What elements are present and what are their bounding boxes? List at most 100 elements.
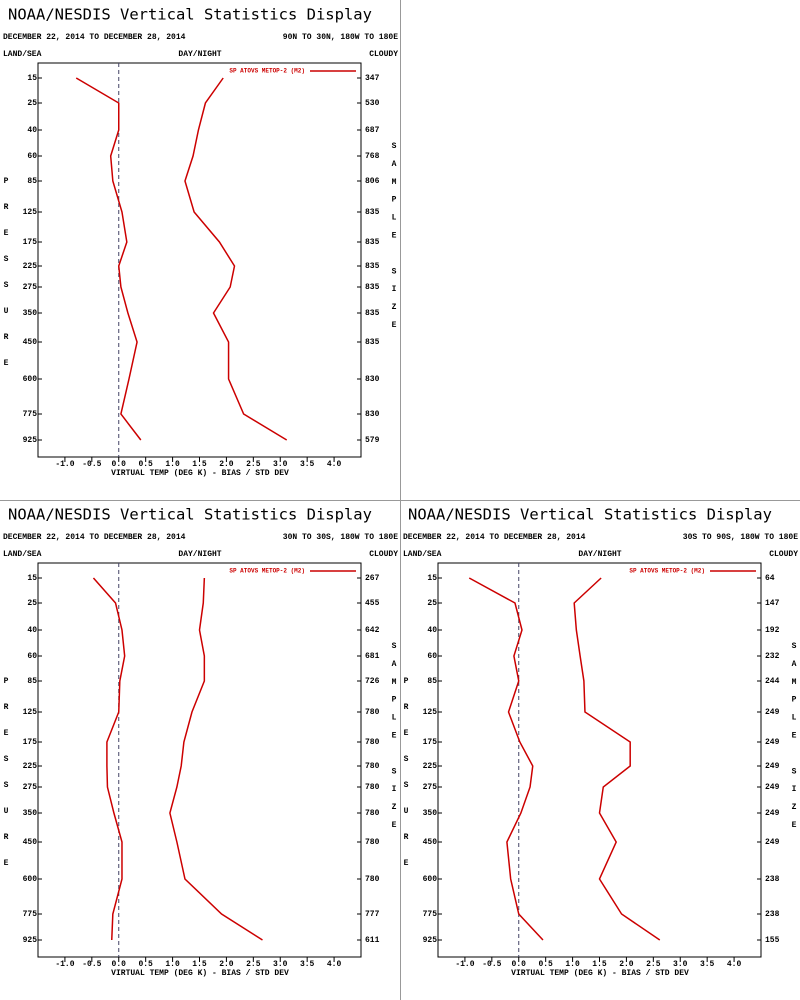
- x-tick-label: 0.0: [112, 960, 127, 969]
- land-sea-label: LAND/SEA: [403, 550, 442, 559]
- y-tick-label: 350: [23, 309, 38, 318]
- day-night-label: DAY/NIGHT: [578, 550, 621, 559]
- sample-size: 192: [765, 626, 780, 635]
- y-tick-label: 450: [23, 338, 38, 347]
- x-tick-label: -1.0: [455, 960, 474, 969]
- x-tick-label: 4.0: [727, 960, 742, 969]
- profile-line: [184, 77, 288, 441]
- x-tick-label: 0.0: [512, 960, 527, 969]
- date-range: DECEMBER 22, 2014 TO DECEMBER 28, 2014: [3, 533, 186, 542]
- profile-line: [75, 77, 142, 441]
- sample-size: 249: [765, 738, 780, 747]
- region: 90N TO 30N, 180W TO 180E: [283, 33, 398, 42]
- sample-size: 232: [765, 652, 780, 661]
- legend-label: SP ATOVS METOP-2 (M2): [229, 568, 305, 575]
- sample-size: 780: [365, 708, 380, 717]
- sample-size: 267: [365, 574, 380, 583]
- sample-size: 830: [365, 375, 380, 384]
- sample-size: 238: [765, 875, 780, 884]
- y-tick-label: 925: [23, 436, 38, 445]
- cloudy-label: CLOUDY: [369, 550, 398, 559]
- y-tick-label: 125: [423, 708, 438, 717]
- x-tick-label: 3.0: [273, 460, 288, 469]
- sample-size: 147: [765, 599, 780, 608]
- profile-line: [468, 577, 544, 941]
- sample-size: 835: [365, 309, 380, 318]
- x-tick-label: 2.5: [246, 960, 261, 969]
- panel: NOAA/NESDIS Vertical Statistics Display D…: [403, 506, 798, 979]
- legend-label: SP ATOVS METOP-2 (M2): [229, 68, 305, 75]
- x-tick-label: 3.0: [673, 960, 688, 969]
- y-tick-label: 925: [423, 936, 438, 945]
- x-tick-label: 2.5: [246, 460, 261, 469]
- y-tick-label: 600: [423, 875, 438, 884]
- x-tick-label: 1.0: [165, 460, 180, 469]
- y-tick-label: 60: [27, 652, 37, 661]
- sample-size: 687: [365, 126, 380, 135]
- y-tick-label: 775: [23, 410, 38, 419]
- y-tick-label: 60: [27, 152, 37, 161]
- land-sea-label: LAND/SEA: [3, 550, 42, 559]
- sample-size: 780: [365, 875, 380, 884]
- y-tick-label: 60: [427, 652, 437, 661]
- y-tick-label: 25: [27, 99, 37, 108]
- sample-size: 611: [365, 936, 380, 945]
- sample-size: 249: [765, 783, 780, 792]
- date-range: DECEMBER 22, 2014 TO DECEMBER 28, 2014: [403, 533, 586, 542]
- legend-label: SP ATOVS METOP-2 (M2): [629, 568, 705, 575]
- x-axis-label: VIRTUAL TEMP (DEG K) - BIAS / STD DEV: [111, 469, 289, 478]
- sample-size: 681: [365, 652, 380, 661]
- x-tick-label: 3.5: [300, 960, 315, 969]
- x-tick-label: 1.0: [165, 960, 180, 969]
- y-tick-label: 350: [423, 809, 438, 818]
- y-tick-label: 125: [23, 708, 38, 717]
- x-tick-label: 2.0: [219, 960, 234, 969]
- profile-line: [92, 577, 126, 941]
- x-tick-label: 4.0: [327, 460, 342, 469]
- x-tick-label: 0.5: [138, 960, 153, 969]
- date-range: DECEMBER 22, 2014 TO DECEMBER 28, 2014: [3, 33, 186, 42]
- x-tick-label: 4.0: [327, 960, 342, 969]
- y-tick-label: 600: [23, 875, 38, 884]
- x-tick-label: 0.0: [112, 460, 127, 469]
- y-tick-label: 450: [23, 838, 38, 847]
- sample-size: 530: [365, 99, 380, 108]
- sample-size: 244: [765, 677, 780, 686]
- y-tick-label: 40: [27, 126, 37, 135]
- profile-line: [573, 577, 661, 941]
- chart-title: NOAA/NESDIS Vertical Statistics Display: [8, 506, 372, 524]
- x-tick-label: 1.0: [565, 960, 580, 969]
- x-tick-label: 2.0: [619, 960, 634, 969]
- region: 30S TO 90S, 180W TO 180E: [683, 533, 798, 542]
- sample-size: 238: [765, 910, 780, 919]
- chart-title: NOAA/NESDIS Vertical Statistics Display: [408, 506, 772, 524]
- x-tick-label: 1.5: [192, 960, 207, 969]
- x-tick-label: 3.0: [273, 960, 288, 969]
- x-tick-label: 1.5: [592, 960, 607, 969]
- y-tick-label: 600: [23, 375, 38, 384]
- sample-size: 835: [365, 262, 380, 271]
- cloudy-label: CLOUDY: [369, 50, 398, 59]
- panel: NOAA/NESDIS Vertical Statistics Display D…: [3, 506, 398, 979]
- y-tick-label: 15: [27, 74, 37, 83]
- land-sea-label: LAND/SEA: [3, 50, 42, 59]
- x-tick-label: 0.5: [538, 960, 553, 969]
- y-tick-label: 15: [427, 574, 437, 583]
- x-tick-label: 3.5: [300, 460, 315, 469]
- x-tick-label: 2.0: [219, 460, 234, 469]
- x-tick-label: -1.0: [55, 960, 74, 969]
- x-tick-label: 1.5: [192, 460, 207, 469]
- y-tick-label: 275: [23, 283, 38, 292]
- x-axis-label: VIRTUAL TEMP (DEG K) - BIAS / STD DEV: [511, 969, 689, 978]
- sample-size: 835: [365, 338, 380, 347]
- y-tick-label: 25: [27, 599, 37, 608]
- y-tick-label: 225: [23, 262, 38, 271]
- y-tick-label: 40: [427, 626, 437, 635]
- y-tick-label: 175: [23, 738, 38, 747]
- sample-size: 155: [765, 936, 780, 945]
